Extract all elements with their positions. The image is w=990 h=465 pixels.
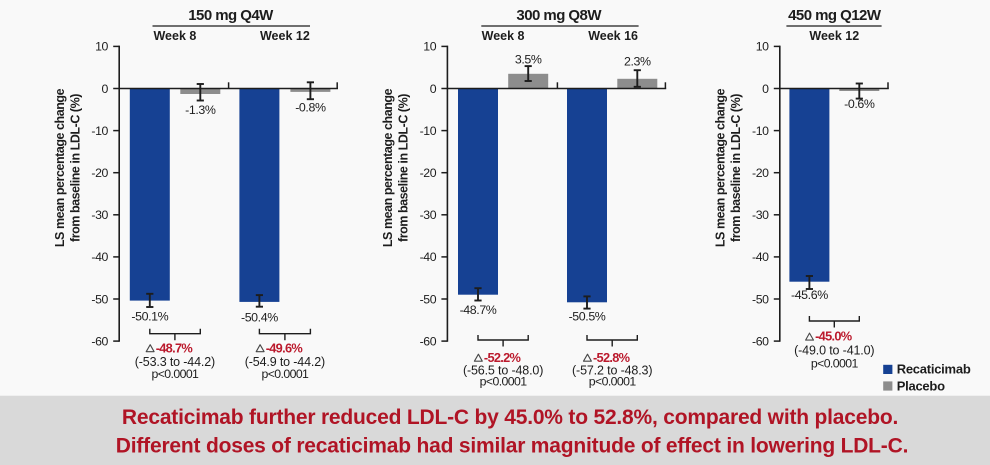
svg-text:p<0.0001: p<0.0001 bbox=[589, 375, 637, 389]
svg-text:from baseline in LDL-C (%): from baseline in LDL-C (%) bbox=[729, 94, 743, 242]
svg-text:0: 0 bbox=[430, 82, 437, 96]
svg-text:(-53.3 to -44.2): (-53.3 to -44.2) bbox=[135, 355, 215, 369]
svg-text:300 mg Q8W: 300 mg Q8W bbox=[516, 7, 602, 24]
svg-text:-10: -10 bbox=[91, 124, 108, 138]
svg-text:-50.4%: -50.4% bbox=[241, 311, 278, 325]
svg-text:Week 12: Week 12 bbox=[809, 29, 859, 43]
svg-text:-50: -50 bbox=[420, 292, 437, 306]
svg-text:10: 10 bbox=[756, 40, 769, 54]
svg-text:from baseline in LDL-C (%): from baseline in LDL-C (%) bbox=[68, 94, 82, 242]
svg-text:450 mg Q12W: 450 mg Q12W bbox=[788, 7, 882, 24]
svg-text:2.3%: 2.3% bbox=[624, 55, 651, 69]
svg-text:-60: -60 bbox=[91, 334, 108, 348]
svg-text:3.5%: 3.5% bbox=[515, 53, 542, 67]
svg-text:-30: -30 bbox=[91, 208, 108, 222]
svg-text:-20: -20 bbox=[91, 166, 108, 180]
svg-text:Week 12: Week 12 bbox=[260, 29, 310, 43]
svg-text:p<0.0001: p<0.0001 bbox=[151, 367, 199, 381]
svg-text:-1.3%: -1.3% bbox=[185, 103, 216, 117]
svg-text:LS mean percentage change: LS mean percentage change bbox=[713, 88, 727, 247]
svg-text:Recaticimab: Recaticimab bbox=[897, 361, 971, 376]
svg-text:Week 8: Week 8 bbox=[482, 29, 525, 43]
svg-text:(-56.5 to -48.0): (-56.5 to -48.0) bbox=[463, 364, 543, 378]
svg-text:-50: -50 bbox=[752, 292, 769, 306]
svg-text:-48.7%: -48.7% bbox=[460, 303, 497, 317]
svg-text:-10: -10 bbox=[752, 124, 769, 138]
svg-text:-50.5%: -50.5% bbox=[569, 309, 606, 323]
svg-text:LS mean percentage change: LS mean percentage change bbox=[53, 88, 67, 247]
svg-text:-60: -60 bbox=[420, 334, 437, 348]
svg-text:-20: -20 bbox=[752, 166, 769, 180]
svg-text:0: 0 bbox=[102, 82, 109, 96]
svg-text:LS mean percentage change: LS mean percentage change bbox=[381, 88, 395, 247]
svg-text:-40: -40 bbox=[752, 250, 769, 264]
svg-text:Different doses of recaticimab: Different doses of recaticimab had simil… bbox=[116, 435, 908, 458]
svg-text:-52.2%: -52.2% bbox=[484, 350, 522, 365]
svg-text:Placebo: Placebo bbox=[897, 378, 945, 393]
svg-text:-45.6%: -45.6% bbox=[791, 288, 828, 302]
svg-text:-10: -10 bbox=[420, 124, 437, 138]
svg-text:0: 0 bbox=[762, 82, 769, 96]
svg-text:from baseline in LDL-C (%): from baseline in LDL-C (%) bbox=[397, 94, 411, 242]
svg-text:Recaticimab further reduced LD: Recaticimab further reduced LDL-C by 45.… bbox=[122, 406, 898, 429]
svg-text:p<0.0001: p<0.0001 bbox=[811, 356, 859, 370]
svg-text:-40: -40 bbox=[91, 250, 108, 264]
svg-text:-52.8%: -52.8% bbox=[593, 350, 631, 365]
svg-text:10: 10 bbox=[95, 40, 108, 54]
svg-text:-50: -50 bbox=[91, 292, 108, 306]
svg-text:-60: -60 bbox=[752, 334, 769, 348]
svg-text:-49.6%: -49.6% bbox=[266, 340, 304, 355]
svg-text:(-54.9 to -44.2): (-54.9 to -44.2) bbox=[245, 355, 325, 369]
svg-text:-50.1%: -50.1% bbox=[131, 309, 168, 323]
svg-text:-30: -30 bbox=[420, 208, 437, 222]
svg-text:-40: -40 bbox=[420, 250, 437, 264]
svg-text:p<0.0001: p<0.0001 bbox=[480, 375, 528, 389]
svg-text:(-49.0 to -41.0): (-49.0 to -41.0) bbox=[794, 343, 874, 357]
svg-text:-0.6%: -0.6% bbox=[844, 97, 875, 111]
svg-text:Week 16: Week 16 bbox=[588, 29, 638, 43]
svg-text:p<0.0001: p<0.0001 bbox=[261, 367, 309, 381]
svg-text:150 mg Q4W: 150 mg Q4W bbox=[188, 7, 274, 24]
svg-text:Week 8: Week 8 bbox=[153, 29, 196, 43]
svg-text:-48.7%: -48.7% bbox=[156, 340, 194, 355]
svg-text:-20: -20 bbox=[420, 166, 437, 180]
svg-text:-45.0%: -45.0% bbox=[815, 329, 853, 344]
svg-text:10: 10 bbox=[423, 40, 436, 54]
svg-text:(-57.2 to -48.3): (-57.2 to -48.3) bbox=[572, 364, 652, 378]
svg-text:-0.8%: -0.8% bbox=[295, 100, 326, 114]
svg-text:-30: -30 bbox=[752, 208, 769, 222]
